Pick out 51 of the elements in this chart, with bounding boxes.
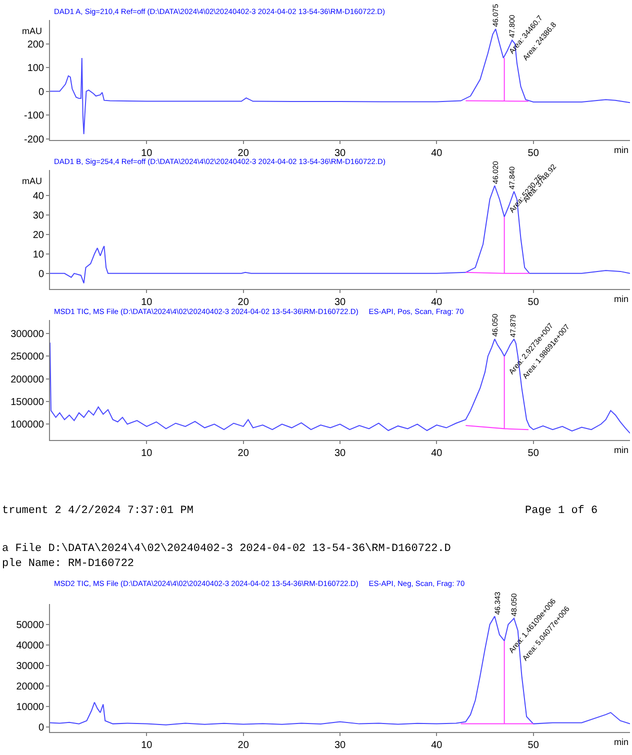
x-tick-label: 10 — [141, 448, 153, 459]
x-tick-label: 30 — [334, 148, 346, 159]
x-axis-title: min — [614, 737, 629, 747]
x-tick-label: 40 — [431, 448, 443, 459]
text: Page 1 of 6 — [525, 505, 598, 517]
x-axis-title: min — [614, 145, 629, 155]
y-tick-label: 10000 — [16, 702, 44, 713]
y-tick-label: 20 — [32, 230, 44, 241]
x-axis-title: min — [614, 445, 629, 455]
x-tick-label: 50 — [528, 297, 540, 308]
x-tick-label: 40 — [431, 740, 443, 751]
y-tick-label: 40000 — [16, 640, 44, 652]
y-tick-label: 30 — [32, 210, 44, 222]
x-tick-label: 50 — [528, 448, 540, 459]
y-axis-title: mAU — [22, 26, 42, 36]
y-tick-label: 10 — [32, 249, 44, 260]
text: ple Name: RM-D160722 — [2, 558, 134, 570]
x-tick-label: 10 — [141, 297, 153, 308]
x-tick-label: 50 — [528, 740, 540, 751]
y-tick-label: 40 — [32, 190, 44, 202]
x-tick-label: 20 — [238, 448, 250, 459]
y-tick-label: -200 — [24, 134, 44, 146]
x-tick-label: 30 — [334, 740, 346, 751]
y-tick-label: 250000 — [10, 352, 44, 363]
y-tick-label: 200000 — [10, 374, 44, 386]
y-tick-label: 30000 — [16, 660, 44, 672]
x-tick-label: 10 — [141, 740, 153, 751]
y-tick-label: 50000 — [16, 620, 44, 631]
x-tick-label: 20 — [238, 297, 250, 308]
x-tick-label: 50 — [528, 148, 540, 159]
x-tick-label: 20 — [238, 740, 250, 751]
x-tick-label: 30 — [334, 448, 346, 459]
y-tick-label: 300000 — [10, 329, 44, 340]
x-tick-label: 40 — [431, 297, 443, 308]
y-tick-label: -100 — [24, 110, 44, 122]
x-tick-label: 10 — [141, 148, 153, 159]
text: a File D:\DATA\2024\4\02\20240402-3 2024-04-02 13-54-36\RM-D160722.D — [2, 543, 452, 555]
y-tick-label: 200 — [27, 39, 44, 50]
x-axis-title: min — [614, 294, 629, 304]
x-tick-label: 40 — [431, 148, 443, 159]
x-tick-label: 30 — [334, 297, 346, 308]
y-tick-label: 0 — [38, 86, 44, 98]
y-tick-label: 100000 — [10, 420, 44, 431]
x-tick-label: 20 — [238, 148, 250, 159]
y-tick-label: 100 — [27, 63, 44, 74]
text: trument 2 4/2/2024 7:37:01 PM — [2, 505, 194, 517]
y-tick-label: 150000 — [10, 397, 44, 408]
y-tick-label: 20000 — [16, 681, 44, 692]
y-tick-label: 0 — [38, 722, 44, 734]
y-tick-label: 0 — [38, 268, 44, 280]
y-axis-title: mAU — [22, 176, 42, 186]
